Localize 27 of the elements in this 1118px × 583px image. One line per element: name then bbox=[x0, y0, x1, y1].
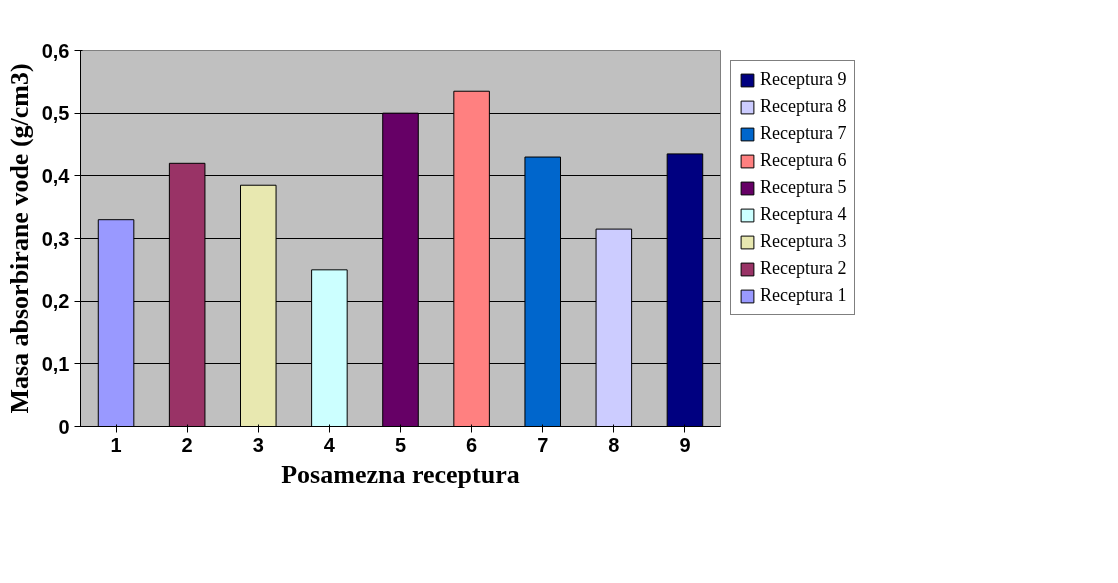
x-tick-label: 8 bbox=[608, 433, 620, 456]
y-tick-label: 0,5 bbox=[41, 102, 70, 125]
y-tick-label: 0,2 bbox=[41, 290, 70, 313]
y-tick-label: 0,1 bbox=[41, 352, 70, 375]
x-tick-label: 5 bbox=[394, 433, 407, 456]
y-tick-label: 0 bbox=[58, 415, 70, 438]
x-tick-label: 1 bbox=[110, 433, 122, 456]
legend-label: Receptura 6 bbox=[760, 150, 847, 171]
legend-label: Receptura 7 bbox=[760, 123, 847, 144]
x-tick-label: 6 bbox=[466, 433, 478, 456]
x-tick-label: 4 bbox=[323, 433, 336, 456]
legend-label: Receptura 5 bbox=[760, 177, 847, 198]
x-tick-label: 7 bbox=[537, 433, 549, 456]
legend-label: Receptura 9 bbox=[760, 69, 847, 90]
x-tick-label: 2 bbox=[181, 433, 193, 456]
x-tick-label: 9 bbox=[679, 433, 691, 456]
legend-label: Receptura 2 bbox=[760, 258, 847, 279]
y-tick-label: 0,3 bbox=[41, 227, 70, 250]
y-tick-label: 0,6 bbox=[41, 39, 70, 62]
legend-label: Receptura 1 bbox=[760, 285, 847, 306]
legend-label: Receptura 8 bbox=[760, 96, 847, 117]
legend-label: Receptura 4 bbox=[760, 204, 847, 225]
x-tick-label: 3 bbox=[252, 433, 264, 456]
legend-label: Receptura 3 bbox=[760, 231, 847, 252]
y-tick-label: 0,4 bbox=[41, 164, 71, 187]
y-axis-title: Masa absorbirane vode (g/cm3) bbox=[4, 63, 34, 414]
x-axis-title: Posamezna receptura bbox=[281, 459, 520, 489]
